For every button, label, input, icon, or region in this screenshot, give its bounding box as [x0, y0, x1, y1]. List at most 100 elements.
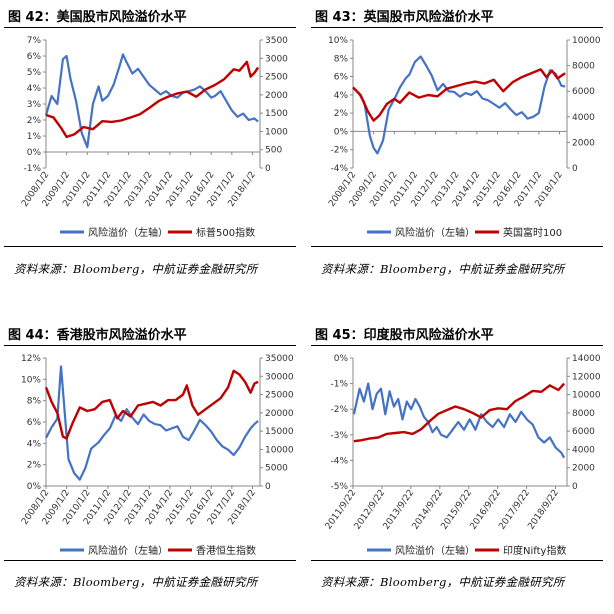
right-tick-label: 2500 [265, 73, 288, 83]
legend-label: 标普500指数 [196, 226, 255, 239]
chart-title: 图 45：印度股市风险溢价水平 [315, 328, 494, 343]
right-tick-label: 5000 [265, 464, 288, 474]
chart-panel-45: 图 45：印度股市风险溢价水平 -5% -4% -3% -2% -1% 0% 0 2000 40… [307, 318, 607, 614]
left-tick-label: 4% [334, 91, 349, 101]
left-tick-label: 2% [27, 461, 42, 471]
right-tick-label: 20000 [265, 409, 294, 419]
right-tick-label: 8000 [572, 62, 595, 72]
chart-panel-43: 图 43：英国股市风险溢价水平 -4% -2% 0% 2% 4% 6% 8% 10% 0 2000… [307, 0, 607, 296]
left-tick-label: -5% [330, 482, 348, 492]
x-tick-label: 2018/9/22 [526, 488, 561, 532]
left-tick-label: 0% [334, 127, 349, 137]
left-tick-label: -3% [330, 431, 348, 441]
right-tick-label: 0 [265, 482, 271, 492]
left-tick-label: 7% [27, 36, 42, 46]
left-tick-label: 8% [27, 397, 42, 407]
right-tick-label: 3000 [265, 54, 288, 64]
bottom-rule [311, 560, 603, 561]
left-tick-label: 0% [27, 148, 42, 158]
source-note: 资料来源：Bloomberg，中航证券金融研究所 [321, 575, 565, 589]
left-tick-label: 2% [27, 116, 42, 126]
left-tick-label: 6% [334, 73, 349, 83]
left-tick-label: -4% [330, 164, 348, 174]
right-tick-label: 12000 [572, 372, 601, 382]
title-rule [311, 345, 603, 346]
title-rule [311, 27, 603, 28]
series-line-risk-premium [352, 55, 566, 155]
right-tick-label: 25000 [265, 391, 294, 401]
bottom-rule [4, 560, 296, 561]
left-tick-label: -1% [330, 380, 348, 390]
series-line-risk-premium [45, 365, 259, 481]
right-tick-label: 6000 [572, 87, 595, 97]
source-note: 资料来源：Bloomberg，中航证券金融研究所 [14, 575, 258, 589]
left-tick-label: 10% [328, 36, 348, 46]
right-tick-label: 3500 [265, 36, 288, 46]
chart-44: 0% 2% 4% 6% 8% 10% 12% 0 5000 10000 15000 20000 2500… [20, 354, 294, 557]
left-tick-label: -2% [330, 405, 348, 415]
left-tick-label: 6% [27, 52, 42, 62]
left-tick-label: 0% [334, 354, 349, 364]
left-tick-label: 12% [21, 354, 41, 364]
legend-label: 风险溢价（左轴） [88, 544, 168, 557]
left-tick-label: -4% [330, 456, 348, 466]
right-tick-label: 500 [265, 146, 282, 156]
right-tick-label: 1000 [265, 127, 288, 137]
right-tick-label: 2000 [265, 91, 288, 101]
left-tick-label: 6% [27, 418, 42, 428]
chart-panel-42: 图 42：美国股市风险溢价水平 -1% 0% 1% 2% 3% 4% 5% 6% 7% 0 500 1… [0, 0, 300, 296]
left-tick-label: -2% [330, 146, 348, 156]
right-tick-label: 0 [572, 164, 578, 174]
bottom-rule [311, 246, 603, 247]
series-line-index [45, 60, 260, 139]
legend-label: 印度Nifty指数 [503, 544, 566, 557]
right-tick-label: 2000 [572, 464, 595, 474]
chart-42: -1% 0% 1% 2% 3% 4% 5% 6% 7% 0 500 1000 1500 2000 2500 3… [20, 36, 288, 239]
right-tick-label: 10000 [572, 391, 601, 401]
bottom-rule [4, 246, 296, 247]
left-tick-label: 5% [27, 68, 42, 78]
left-tick-label: -1% [23, 164, 41, 174]
chart-45: -5% -4% -3% -2% -1% 0% 0 2000 4000 6000 8000 10000 1… [324, 354, 601, 557]
left-tick-label: 2% [334, 109, 349, 119]
left-tick-label: 4% [27, 439, 42, 449]
left-tick-label: 8% [334, 54, 349, 64]
source-note: 资料来源：Bloomberg，中航证券金融研究所 [14, 262, 258, 276]
left-tick-label: 0% [27, 482, 42, 492]
chart-43: -4% -2% 0% 2% 4% 6% 8% 10% 0 2000 4000 6000 8000 1000… [327, 36, 601, 239]
legend-label: 英国富时100 [503, 226, 562, 239]
right-tick-label: 10000 [572, 36, 601, 46]
legend-label: 香港恒生指数 [196, 544, 256, 557]
chart-title: 图 43：英国股市风险溢价水平 [315, 10, 494, 25]
right-tick-label: 35000 [265, 354, 294, 364]
right-tick-label: 30000 [265, 372, 294, 382]
right-tick-label: 4000 [572, 445, 595, 455]
left-tick-label: 1% [27, 132, 42, 142]
right-tick-label: 15000 [265, 427, 294, 437]
right-tick-label: 14000 [572, 354, 601, 364]
title-rule [4, 27, 296, 28]
source-note: 资料来源：Bloomberg，中航证券金融研究所 [321, 262, 565, 276]
right-tick-label: 2000 [572, 138, 595, 148]
legend-label: 风险溢价（左轴） [88, 226, 168, 239]
right-tick-label: 6000 [572, 427, 595, 437]
series-line-risk-premium [352, 382, 566, 459]
left-tick-label: 10% [21, 375, 41, 385]
chart-title: 图 42：美国股市风险溢价水平 [8, 10, 187, 25]
chart-title: 图 44：香港股市风险溢价水平 [8, 328, 187, 343]
right-tick-label: 10000 [265, 445, 294, 455]
series-line-index [44, 369, 259, 440]
title-rule [4, 345, 296, 346]
right-tick-label: 0 [265, 164, 271, 174]
series-line-risk-premium [44, 53, 259, 149]
right-tick-label: 1500 [265, 109, 288, 119]
legend-label: 风险溢价（左轴） [395, 544, 475, 557]
right-tick-label: 4000 [572, 113, 595, 123]
left-tick-label: 3% [27, 100, 42, 110]
legend-label: 风险溢价（左轴） [395, 226, 475, 239]
right-tick-label: 0 [572, 482, 578, 492]
series-line-index [353, 382, 565, 443]
left-tick-label: 4% [27, 84, 42, 94]
right-tick-label: 8000 [572, 409, 595, 419]
chart-panel-44: 图 44：香港股市风险溢价水平 0% 2% 4% 6% 8% 10% 12% 0 5000 100… [0, 318, 300, 614]
